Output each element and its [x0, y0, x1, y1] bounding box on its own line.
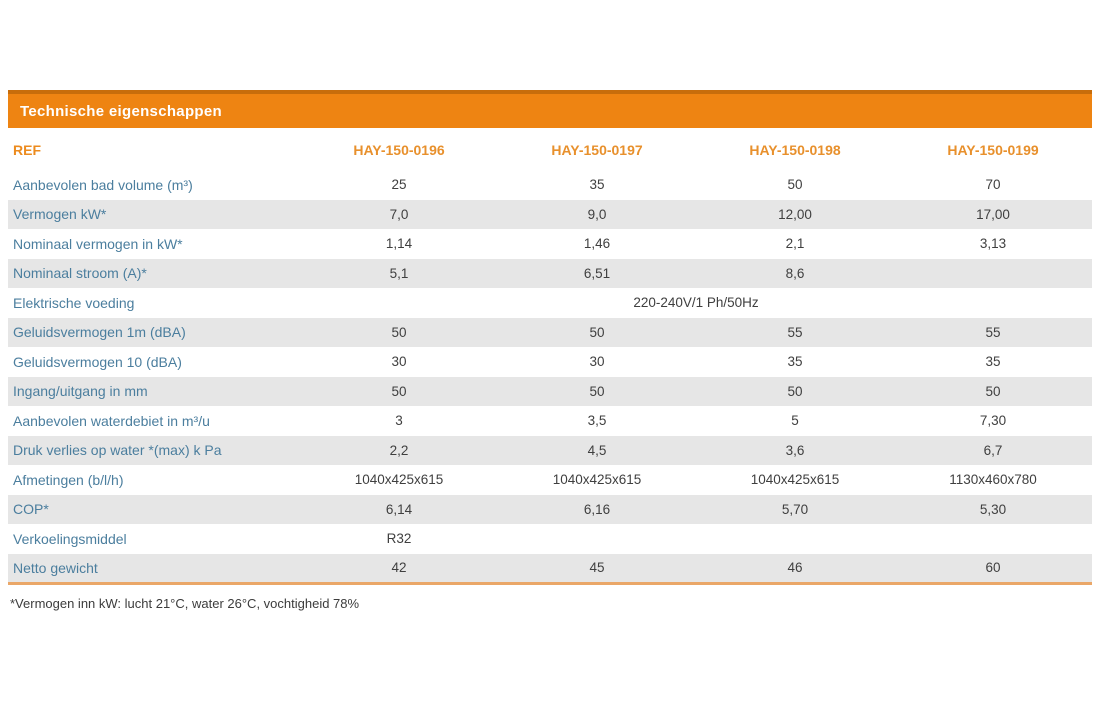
ref-column-header: REF: [13, 142, 41, 158]
row-value: 12,00: [778, 206, 812, 222]
row-label: Geluidsvermogen 1m (dBA): [13, 324, 186, 341]
row-value: 5,70: [781, 501, 809, 517]
row-value: 1040x425x615: [750, 472, 840, 488]
row-value: 35: [787, 354, 803, 370]
row-value: 6,7: [983, 442, 1003, 458]
table-row: Nominaal vermogen in kW* 1,14 1,46 2,1 3,13: [8, 229, 1092, 259]
footnote: *Vermogen inn kW: lucht 21°C, water 26°C…: [10, 596, 360, 611]
row-value: 30: [589, 354, 605, 370]
row-value: [498, 524, 696, 554]
table-title: Technische eigenschappen: [20, 102, 222, 120]
row-value: R32: [386, 531, 412, 547]
row-value: 5: [791, 413, 799, 429]
row-value: 50: [589, 383, 605, 399]
row-value: 7,30: [979, 413, 1007, 429]
row-value: 60: [985, 560, 1001, 575]
row-label: Nominaal stroom (A)*: [13, 265, 147, 282]
row-label: COP*: [13, 501, 49, 518]
row-value: 6,16: [583, 501, 611, 517]
row-label: Verkoelingsmiddel: [13, 530, 127, 547]
row-value: 35: [589, 177, 605, 193]
row-value: 3,13: [979, 236, 1007, 252]
row-value: 1130x460x780: [949, 472, 1037, 488]
header-row: REF HAY-150-0196 HAY-150-0197 HAY-150-0198…: [8, 130, 1092, 170]
table-row: Ingang/uitgang in mm 50 50 50 50: [8, 376, 1092, 406]
row-value-merged: 220-240V/1 Ph/50Hz: [633, 295, 759, 311]
table-row: Verkoelingsmiddel R32: [8, 524, 1092, 554]
row-value: 55: [985, 324, 1001, 340]
row-value: 45: [589, 560, 605, 575]
row-label: Aanbevolen bad volume (m³): [13, 176, 193, 193]
row-label: Netto gewicht: [13, 559, 98, 576]
row-value: 1040x425x615: [552, 472, 642, 488]
table-row: Aanbevolen bad volume (m³) 25 35 50 70: [8, 170, 1092, 200]
spec-table: REF HAY-150-0196 HAY-150-0197 HAY-150-0198…: [8, 130, 1092, 585]
row-value: 9,0: [587, 206, 607, 222]
table-row: Geluidsvermogen 10 (dBA) 30 30 35 35: [8, 347, 1092, 377]
row-value: 1,14: [385, 236, 413, 252]
table-row: Geluidsvermogen 1m (dBA) 50 50 55 55: [8, 317, 1092, 347]
row-value: 2,1: [785, 236, 805, 252]
table-title-bar: Technische eigenschappen: [8, 90, 1092, 128]
row-value: [696, 524, 894, 554]
table-row: Elektrische voeding 220-240V/1 Ph/50Hz: [8, 288, 1092, 318]
row-value: 1,46: [583, 236, 611, 252]
table-row: Afmetingen (b/l/h) 1040x425x615 1040x425x6…: [8, 465, 1092, 495]
spec-table-body: Aanbevolen bad volume (m³) 25 35 50 70 Vermog…: [8, 170, 1092, 583]
row-value: 50: [391, 383, 407, 399]
row-value: 17,00: [976, 206, 1010, 222]
row-value: 50: [589, 324, 605, 340]
model-column-header: HAY-150-0198: [749, 142, 841, 158]
row-value: 7,0: [389, 206, 409, 222]
row-value: 1040x425x615: [354, 472, 444, 488]
row-label: Ingang/uitgang in mm: [13, 383, 148, 400]
row-value: 46: [787, 560, 803, 575]
row-value: 30: [391, 354, 407, 370]
row-label: Vermogen kW*: [13, 206, 107, 223]
row-value: 50: [787, 383, 803, 399]
row-value: [894, 524, 1092, 554]
row-value: 3,6: [785, 442, 805, 458]
row-value: 3: [395, 413, 403, 429]
model-column-header: HAY-150-0197: [551, 142, 643, 158]
table-row: Nominaal stroom (A)* 5,1 6,51 8,6: [8, 258, 1092, 289]
row-value: 70: [985, 177, 1001, 193]
table-row: Druk verlies op water *(max) k Pa 2,2 4,5 3…: [8, 435, 1092, 465]
row-value: 6,14: [385, 501, 413, 517]
row-value: 3,5: [587, 413, 607, 429]
row-value: 2,2: [389, 442, 409, 458]
row-value: 50: [391, 324, 407, 340]
row-label: Aanbevolen waterdebiet in m³/u: [13, 412, 210, 429]
row-value: 8,6: [785, 265, 805, 281]
row-label: Druk verlies op water *(max) k Pa: [13, 442, 222, 459]
row-value: 42: [391, 560, 407, 575]
row-value: 5,1: [389, 265, 409, 281]
row-label: Geluidsvermogen 10 (dBA): [13, 353, 182, 370]
row-value: 55: [787, 324, 803, 340]
table-row: Vermogen kW* 7,0 9,0 12,00 17,00: [8, 199, 1092, 229]
table-row: COP* 6,14 6,16 5,70 5,30: [8, 494, 1092, 524]
row-value: [894, 259, 1092, 289]
row-label: Afmetingen (b/l/h): [13, 471, 124, 488]
row-value: 25: [391, 177, 407, 193]
row-value: 5,30: [979, 501, 1007, 517]
row-value: 50: [787, 177, 803, 193]
table-row: Aanbevolen waterdebiet in m³/u 3 3,5 5 7,30: [8, 406, 1092, 436]
row-value: 6,51: [583, 265, 611, 281]
row-value: 35: [985, 354, 1001, 370]
table-row: Netto gewicht 42 45 46 60: [8, 553, 1092, 583]
row-value: 50: [985, 383, 1001, 399]
row-label: Elektrische voeding: [13, 294, 135, 311]
model-column-header: HAY-150-0199: [947, 142, 1039, 158]
row-value: 4,5: [587, 442, 607, 458]
row-label: Nominaal vermogen in kW*: [13, 235, 183, 252]
model-column-header: HAY-150-0196: [353, 142, 445, 158]
